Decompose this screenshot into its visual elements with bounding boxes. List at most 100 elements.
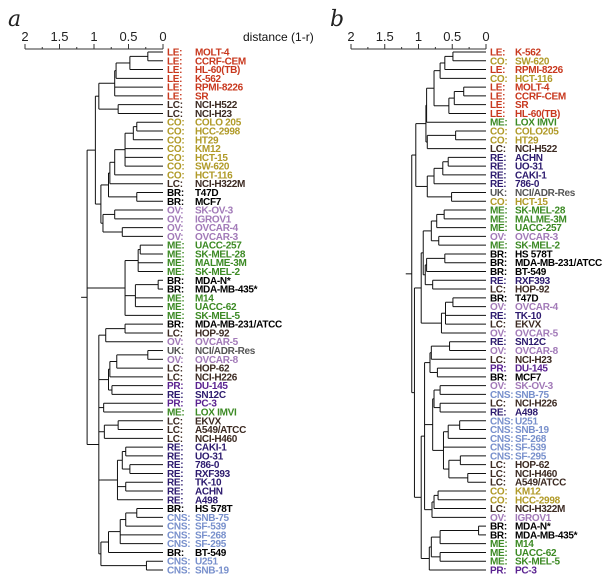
cell-line-name: NCI-H23 (195, 109, 233, 120)
leaf-label: RE: TK-10 (167, 478, 222, 489)
leaf-label: CO: KM12 (167, 144, 222, 155)
tissue-type: OV: (490, 232, 506, 243)
leaf-label: ME: SK-MEL-5 (167, 311, 241, 322)
cell-line-name: A549/ATCC (195, 425, 246, 436)
tissue-type: RE: (167, 460, 183, 471)
leaf-label: PR: PC-3 (167, 399, 218, 410)
leaf-label: CO: KM12 (490, 487, 542, 498)
cell-line-name: K-562 (195, 74, 221, 85)
tissue-type: RE: (167, 390, 183, 401)
tissue-type: CNS: (490, 434, 513, 445)
tissue-type: CNS: (490, 451, 513, 462)
cell-line-name: OVCAR-4 (515, 302, 559, 313)
leaf-label: OV: OVCAR-4 (490, 302, 559, 313)
tissue-type: LC: (167, 372, 183, 383)
leaf-label: LC: A549/ATCC (490, 478, 566, 489)
tissue-type: BR: (490, 249, 507, 260)
tissue-type: RE: (490, 162, 506, 173)
tissue-type: LC: (490, 504, 506, 515)
cell-line-name: M14 (195, 293, 214, 304)
cell-line-name: MDA-N* (515, 522, 551, 533)
tissue-type: LC: (490, 285, 506, 296)
cell-line-name: RXF393 (515, 276, 551, 287)
cell-line-name: SW-620 (195, 162, 230, 173)
leaf-label: CNS: SF-268 (490, 434, 547, 445)
cell-line-name: TK-10 (195, 478, 222, 489)
tissue-type: CO: (490, 56, 507, 67)
leaf-label: CNS: SF-539 (167, 522, 227, 533)
tissue-type: ME: (490, 548, 507, 559)
tissue-type: RE: (490, 153, 506, 164)
cell-line-name: NCI-H23 (515, 355, 553, 366)
leaf-label: CNS: SF-539 (490, 443, 547, 454)
cell-line-name: SK-MEL-28 (515, 206, 566, 217)
tissue-type: BR: (490, 522, 507, 533)
tissue-type: RE: (167, 478, 183, 489)
cell-line-name: HT29 (515, 135, 539, 146)
leaf-label: BR: HS 578T (490, 249, 553, 260)
leaf-label: RE: RXF393 (490, 276, 551, 287)
tissue-type: PR: (490, 566, 506, 577)
leaf-label: CO: HCT-116 (167, 170, 233, 181)
tissue-type: CO: (490, 127, 507, 138)
leaf-label: CNS: SF-268 (167, 530, 227, 541)
tick-label: 1.5 (50, 29, 68, 44)
tissue-type: CNS: (167, 557, 190, 568)
tissue-type: LC: (167, 425, 183, 436)
leaf-label: CO: SW-620 (490, 56, 550, 67)
tissue-type: ME: (490, 118, 507, 129)
leaf-label: LC: NCI-H322M (167, 179, 245, 190)
cell-line-name: NCI-H460 (515, 469, 558, 480)
tissue-type: ME: (167, 258, 184, 269)
cell-line-name: M14 (515, 539, 534, 550)
tissue-type: LE: (167, 74, 182, 85)
leaf-label: ME: SK-MEL-5 (490, 557, 561, 568)
cell-line-name: SNB-75 (195, 513, 230, 524)
leaf-label: LC: HOP-62 (167, 364, 230, 375)
leaf-label: LC: HOP-92 (167, 328, 230, 339)
tissue-type: RE: (167, 451, 183, 462)
tissue-type: CO: (167, 170, 184, 181)
tick-label: 0.5 (119, 29, 137, 44)
cell-line-name: SK-MEL-28 (195, 249, 246, 260)
leaf-label: LC: NCI-H522 (167, 100, 238, 111)
leaf-label: ME: LOX IMVI (167, 407, 237, 418)
cell-line-name: SF-268 (515, 434, 547, 445)
tissue-type: UK: (167, 346, 184, 357)
cell-line-name: HOP-62 (195, 364, 230, 375)
leaf-label: BR: T47D (490, 293, 539, 304)
tissue-type: OV: (167, 337, 183, 348)
leaf-label: BR: MDA-MB-231/ATCC (167, 320, 282, 331)
cell-line-name: PC-3 (195, 399, 217, 410)
leaf-label: BR: MDA-MB-435* (167, 285, 258, 296)
cell-line-name: MDA-MB-231/ATCC (195, 320, 282, 331)
leaf-label: LC: HOP-62 (490, 460, 550, 471)
cell-line-name: HL-60(TB) (195, 65, 240, 76)
tissue-type: LC: (490, 460, 506, 471)
tissue-type: CNS: (167, 566, 190, 577)
tissue-type: OV: (490, 513, 506, 524)
cell-line-name: OVCAR-8 (195, 355, 239, 366)
tissue-type: LC: (167, 328, 183, 339)
leaf-label: RE: UO-31 (490, 162, 544, 173)
cell-line-name: HL-60(TB) (515, 109, 560, 120)
cell-line-name: MALME-3M (195, 258, 246, 269)
leaf-label: BR: MDA-N* (490, 522, 551, 533)
leaf-label: LE: CCRF-CEM (490, 91, 566, 102)
leaf-label: CNS: SNB-75 (490, 390, 550, 401)
leaf-label: ME: SK-MEL-28 (490, 206, 566, 217)
tissue-type: OV: (490, 381, 506, 392)
tissue-type: BR: (490, 267, 507, 278)
tissue-type: OV: (167, 206, 183, 217)
cell-line-name: NCI-H322M (515, 504, 565, 515)
leaf-label: LE: CCRF-CEM (167, 56, 246, 67)
tissue-type: LE: (490, 100, 505, 111)
leaf-label: ME: SK-MEL-2 (167, 267, 241, 278)
cell-line-name: BT-549 (195, 548, 227, 559)
leaf-label: CNS: SF-295 (490, 451, 547, 462)
tissue-type: OV: (167, 214, 183, 225)
leaf-label: CO: HT29 (490, 135, 539, 146)
tissue-type: PR: (167, 381, 183, 392)
cell-line-name: SF-268 (195, 530, 227, 541)
tissue-type: ME: (167, 241, 184, 252)
